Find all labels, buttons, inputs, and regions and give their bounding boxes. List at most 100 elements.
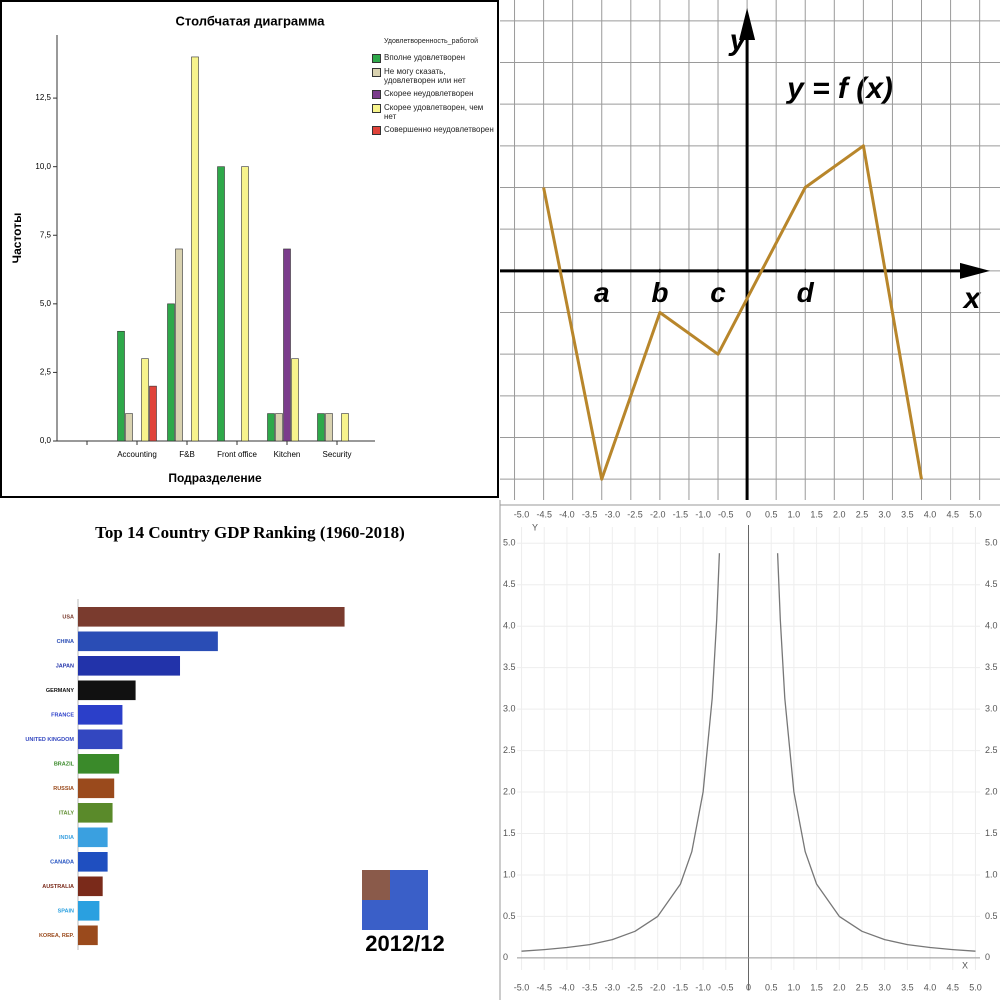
bar — [78, 607, 345, 627]
x-tick-label: -2.5 — [627, 982, 643, 992]
x-axis-label: X — [962, 960, 968, 970]
category-label: KOREA, REP. — [39, 933, 75, 939]
y-tick-label: 1.5 — [985, 828, 998, 838]
x-tick-label: 4.5 — [947, 509, 960, 519]
x-tick-label: -2.5 — [627, 509, 643, 519]
category-label: JAPAN — [56, 663, 74, 669]
x-tick-label: 2.5 — [856, 982, 869, 992]
chart-title: Столбчатая диаграмма — [176, 13, 326, 28]
bar — [78, 901, 100, 921]
y-tick-label: 4.5 — [985, 579, 998, 589]
y-tick-label: 0 — [985, 952, 990, 962]
legend-swatch — [372, 68, 381, 77]
x-tick-label: 3.0 — [878, 509, 891, 519]
x-tick-label: -5.0 — [514, 509, 530, 519]
line — [542, 144, 923, 481]
bar — [78, 680, 136, 701]
x-tick-label: -2.0 — [650, 982, 666, 992]
y-tick-label: 3.5 — [503, 662, 516, 672]
x-axis-label: x — [962, 282, 982, 315]
bar — [78, 827, 108, 848]
bar — [78, 729, 123, 750]
y-tick-label: 3.5 — [985, 662, 998, 672]
category-label: CANADA — [50, 859, 74, 865]
y-tick-label: 0.5 — [985, 911, 998, 921]
bar — [78, 656, 181, 676]
legend-item: Скорее неудовлетворен — [372, 89, 496, 99]
y-tick-label: 5.0 — [503, 538, 516, 548]
x-tick-label: -1.0 — [695, 509, 711, 519]
x-tick-label: 4.0 — [924, 509, 937, 519]
x-tick-label: 0 — [746, 509, 751, 519]
x-tick-label: Kitchen — [274, 450, 301, 459]
x-tick-label: Front office — [217, 450, 257, 459]
y-tick-label: 4.5 — [503, 579, 516, 589]
bar — [267, 413, 275, 442]
bar — [191, 56, 199, 442]
x-tick-label: 1.5 — [810, 509, 823, 519]
legend-title: Удовлетворенность_работой — [384, 38, 479, 45]
bar — [125, 413, 133, 442]
bar — [325, 413, 333, 442]
bar — [175, 248, 183, 442]
flag — [362, 870, 390, 900]
bar — [341, 413, 349, 442]
x-tick-label: F&B — [179, 450, 195, 459]
bar — [275, 413, 283, 442]
x-tick-label: -4.5 — [536, 509, 552, 519]
y-tick-label: 2.5 — [503, 745, 516, 755]
legend: Удовлетворенность_работой Вполне удовлет… — [372, 38, 496, 139]
y-tick-label: 1.0 — [503, 869, 516, 879]
x-tick-label: 3.5 — [901, 509, 914, 519]
category-label: RUSSIA — [53, 786, 74, 792]
x-tick-label: -3.5 — [582, 509, 598, 519]
legend-item: Не могу сказать, удовлетворен или нет — [372, 67, 496, 85]
y-tick-label: 5,0 — [40, 299, 52, 308]
y-tick-label: 2.0 — [985, 786, 998, 796]
bar — [317, 413, 325, 442]
x-tick-label: 3.0 — [878, 982, 891, 992]
x-tick-label: Security — [323, 450, 352, 459]
legend-label: Скорее удовлетворен, чем нет — [384, 103, 484, 121]
x-tick-label: a — [594, 277, 610, 308]
x-tick-label: 2.5 — [856, 509, 869, 519]
legend-item: Вполне удовлетворен — [372, 53, 496, 63]
category-label: AUSTRALIA — [42, 884, 74, 890]
x-tick-label: 1.5 — [810, 982, 823, 992]
x-tick-label: 0.5 — [765, 982, 778, 992]
bar — [78, 705, 123, 725]
y-tick-label: 12,5 — [35, 93, 51, 102]
y-tick-label: 3.0 — [503, 703, 516, 713]
chart-title: Top 14 Country GDP Ranking (1960-2018) — [95, 523, 405, 542]
x-tick-label: -1.0 — [695, 982, 711, 992]
x-tick-label: 1.0 — [788, 509, 801, 519]
y-tick-label: 1.0 — [985, 869, 998, 879]
legend-item: Совершенно неудовлетворен — [372, 125, 496, 135]
panel-border — [0, 0, 499, 498]
x-tick-label: c — [710, 277, 726, 308]
x-tick-label: 0.5 — [765, 509, 778, 519]
category-label: INDIA — [59, 835, 74, 841]
x-tick-label: 4.0 — [924, 982, 937, 992]
y-tick-label: 1.5 — [503, 828, 516, 838]
x-arrow — [960, 262, 990, 279]
bar — [78, 754, 120, 774]
x-tick-label: d — [797, 277, 815, 308]
bar — [283, 248, 291, 442]
legend-swatch — [372, 126, 381, 135]
x-tick-label: -4.5 — [536, 982, 552, 992]
x-tick-label: -1.5 — [673, 982, 689, 992]
x-tick-label: 5.0 — [969, 509, 982, 519]
bar — [78, 631, 218, 652]
x-tick-label: -0.5 — [718, 509, 734, 519]
x-tick-label: 4.5 — [947, 982, 960, 992]
bar — [117, 330, 125, 442]
x-tick-label: 3.5 — [901, 982, 914, 992]
x-tick-label: 1.0 — [788, 982, 801, 992]
category-label: GERMANY — [46, 688, 74, 694]
y-tick-label: 2,5 — [40, 368, 52, 377]
x-tick-label: -0.5 — [718, 982, 734, 992]
legend-item: Скорее удовлетворен, чем нет — [372, 103, 496, 121]
